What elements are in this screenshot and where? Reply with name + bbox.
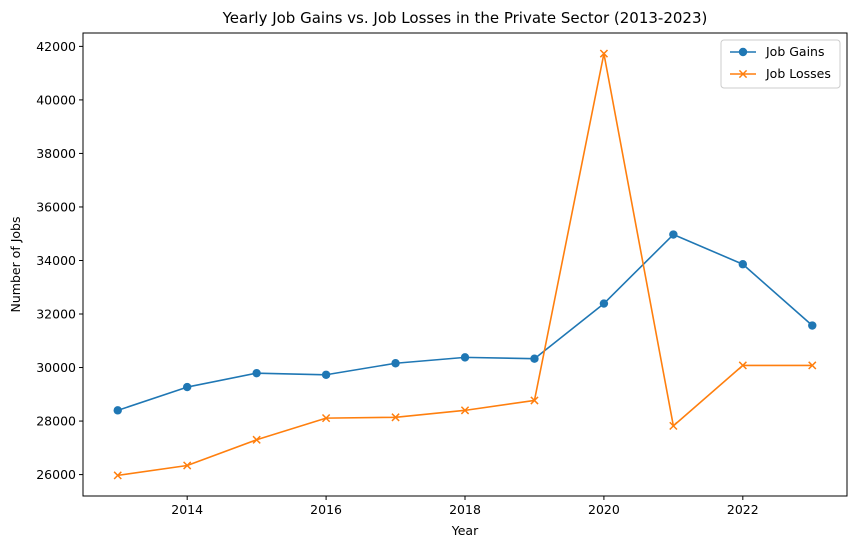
- y-tick-label: 42000: [36, 39, 76, 54]
- job-gains-point: [808, 321, 817, 330]
- legend-label-job-gains: Job Gains: [765, 44, 825, 59]
- x-axis-label: Year: [451, 523, 479, 538]
- job-losses-point: [183, 461, 192, 470]
- job-gains-point: [321, 370, 331, 379]
- plot-frame: [82, 32, 848, 497]
- job-gains-point: [460, 353, 470, 362]
- job-gains-point: [669, 230, 678, 239]
- x-axis-ticks: 2014 2016 2018 2020 2022: [171, 496, 759, 517]
- x-tick-label: 2020: [588, 502, 620, 517]
- job-losses-point: [321, 413, 331, 423]
- y-tick-label: 26000: [36, 467, 76, 482]
- y-tick-label: 34000: [36, 253, 76, 268]
- job-gains-point: [252, 368, 261, 378]
- legend-marker-job-gains: [738, 47, 748, 57]
- legend-label-job-losses: Job Losses: [765, 66, 831, 81]
- job-gains-point: [530, 354, 539, 363]
- job-losses-point: [391, 413, 400, 422]
- x-tick-label: 2018: [449, 502, 481, 517]
- chart-title: Yearly Job Gains vs. Job Losses in the P…: [222, 9, 708, 27]
- job-gains-point: [113, 406, 122, 415]
- job-losses-point: [599, 49, 609, 58]
- y-tick-label: 30000: [36, 360, 76, 375]
- job-gains-point: [182, 382, 192, 392]
- x-tick-label: 2022: [727, 502, 759, 517]
- job-losses-point: [738, 361, 747, 370]
- job-losses-point: [460, 406, 470, 415]
- x-tick-label: 2014: [171, 502, 203, 517]
- job-gains-point: [391, 359, 400, 368]
- y-tick-label: 28000: [36, 414, 76, 429]
- job-gains-line: [117, 233, 813, 412]
- job-losses-point: [669, 421, 678, 431]
- y-tick-label: 38000: [36, 146, 76, 161]
- job-losses-line: [117, 52, 813, 477]
- y-axis-ticks: 26000 28000 30000 32000 34000 36000 38000 40000…: [36, 39, 83, 482]
- y-tick-label: 32000: [36, 307, 76, 322]
- job-losses-point: [530, 396, 539, 405]
- legend: Job Gains Job Losses: [720, 39, 841, 89]
- job-gains-point: [599, 299, 609, 308]
- y-tick-label: 40000: [36, 92, 76, 107]
- x-tick-label: 2016: [310, 502, 342, 517]
- y-axis-label: Number of Jobs: [8, 217, 23, 313]
- series-layer: [113, 49, 817, 480]
- legend-marker-job-losses: [738, 69, 748, 79]
- job-losses-point: [808, 361, 817, 370]
- job-losses-point: [252, 435, 261, 444]
- job-losses-point: [113, 471, 122, 480]
- y-tick-label: 36000: [36, 199, 76, 214]
- job-gains-point: [738, 260, 748, 269]
